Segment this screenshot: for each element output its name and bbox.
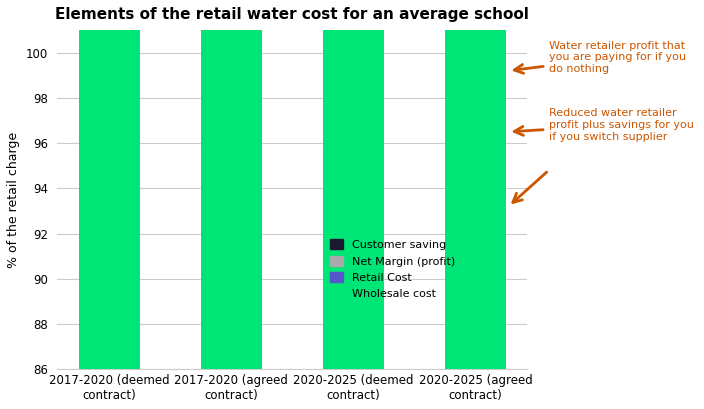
Y-axis label: % of the retail charge: % of the retail charge — [7, 132, 20, 267]
Title: Elements of the retail water cost for an average school: Elements of the retail water cost for an… — [56, 7, 529, 22]
Text: Reduced water retailer
profit plus savings for you
if you switch supplier: Reduced water retailer profit plus savin… — [515, 108, 693, 142]
Bar — [323, 0, 384, 369]
Bar — [201, 0, 262, 369]
Bar — [445, 0, 506, 369]
Text: Water retailer profit that
you are paying for if you
do nothing: Water retailer profit that you are payin… — [515, 40, 686, 74]
Legend: Customer saving, Net Margin (profit), Retail Cost, Wholesale cost: Customer saving, Net Margin (profit), Re… — [326, 236, 458, 303]
Bar — [79, 0, 140, 369]
